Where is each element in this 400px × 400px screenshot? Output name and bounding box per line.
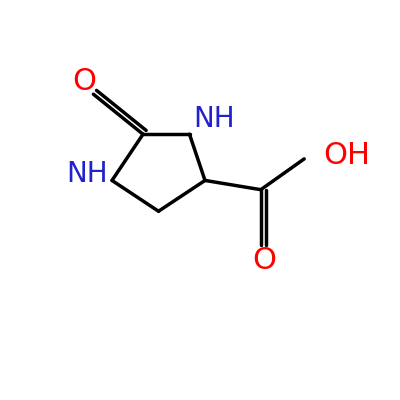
- Text: NH: NH: [66, 160, 108, 188]
- Text: OH: OH: [323, 141, 370, 170]
- Text: O: O: [252, 246, 276, 275]
- Text: O: O: [72, 67, 96, 96]
- Text: NH: NH: [194, 105, 235, 133]
